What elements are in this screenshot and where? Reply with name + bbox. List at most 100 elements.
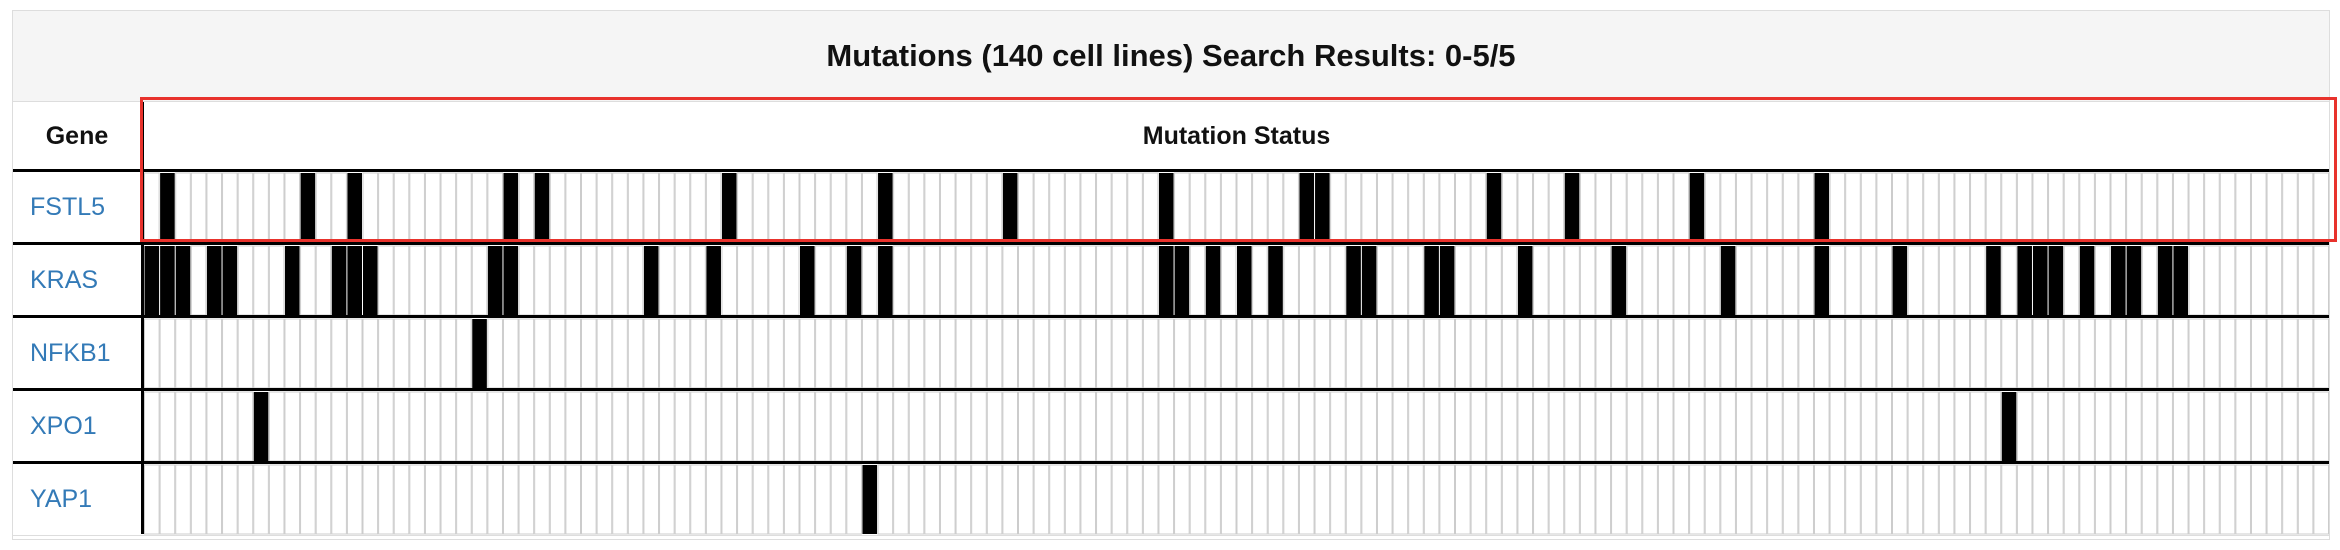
empty-cell [2297,318,2314,389]
empty-cell [2204,172,2220,243]
mutated-cell[interactable] [2079,246,2095,315]
mutated-cell[interactable] [1720,246,1736,315]
gene-link-yap1[interactable]: YAP1 [30,484,93,513]
mutated-cell[interactable] [331,246,347,315]
mutated-cell[interactable] [2157,246,2173,315]
mutated-cell[interactable] [503,246,519,315]
mutated-cell[interactable] [1986,246,2001,315]
empty-cell [1486,318,1502,389]
mutated-cell[interactable] [284,246,300,315]
empty-cell [986,391,1003,462]
empty-cell [1533,245,1549,316]
mutated-cell[interactable] [175,246,191,315]
mutated-cell[interactable] [1268,246,1283,315]
empty-cell [362,172,379,243]
mutated-cell[interactable] [144,246,160,315]
empty-cell [1704,172,1721,243]
mutated-cell[interactable] [2001,392,2017,461]
empty-cell [1314,245,1331,316]
empty-cell [955,318,972,389]
mutated-cell[interactable] [1486,173,1502,242]
mutated-cell[interactable] [1158,246,1174,315]
mutated-cell[interactable] [1361,246,1377,315]
empty-cell [581,245,597,316]
empty-cell [939,391,956,462]
empty-cell [627,391,644,462]
mutated-cell[interactable] [721,173,737,242]
mutated-cell[interactable] [472,319,487,388]
mutated-cell[interactable] [2017,246,2032,315]
mutated-cell[interactable] [347,246,362,315]
mutated-cell[interactable] [1002,173,1018,242]
mutated-cell[interactable] [1205,246,1221,315]
empty-cell [2250,391,2267,462]
mutated-cell[interactable] [706,246,721,315]
mutated-cell[interactable] [1814,173,1830,242]
mutated-cell[interactable] [1439,246,1455,315]
mutated-cell[interactable] [2048,246,2064,315]
empty-cell [144,464,160,535]
mutated-cell[interactable] [534,173,550,242]
mutated-cell[interactable] [2032,246,2048,315]
mutated-cell[interactable] [363,246,378,315]
mutated-cell[interactable] [878,246,893,315]
empty-cell [2016,318,2033,389]
mutated-cell[interactable] [800,246,815,315]
mutated-cell[interactable] [2111,246,2126,315]
empty-cell [1938,172,1955,243]
mutated-cell[interactable] [1892,246,1908,315]
empty-cell [1907,464,1924,535]
mutated-cell[interactable] [2126,246,2142,315]
empty-cell [1923,464,1939,535]
empty-cell [393,172,410,243]
empty-cell [1423,391,1440,462]
empty-cell [1642,391,1658,462]
mutated-cell[interactable] [253,392,269,461]
empty-cell [456,245,472,316]
mutated-cell[interactable] [1346,246,1361,315]
empty-cell [2110,464,2127,535]
mutated-cell[interactable] [206,246,222,315]
mutated-cell[interactable] [503,173,519,242]
mutated-cell[interactable] [1174,246,1190,315]
mutated-cell[interactable] [1814,246,1830,315]
empty-cell [1642,172,1658,243]
mutated-cell[interactable] [222,246,238,315]
mutated-cell[interactable] [2173,246,2189,315]
mutated-cell[interactable] [643,246,659,315]
mutated-cell[interactable] [1611,246,1627,315]
mutated-cell[interactable] [1237,246,1252,315]
empty-cell [2313,391,2329,462]
empty-cell [1689,245,1705,316]
mutated-cell[interactable] [300,173,316,242]
mutated-cell[interactable] [1689,173,1705,242]
empty-cell [518,172,535,243]
empty-cell [2157,391,2173,462]
mutated-cell[interactable] [1299,173,1315,242]
empty-cell [2063,464,2080,535]
empty-cell [1829,318,1846,389]
gene-link-kras[interactable]: KRAS [30,265,99,294]
mutated-cell[interactable] [1424,246,1439,315]
mutated-cell[interactable] [862,465,878,534]
mutated-cell[interactable] [1158,173,1174,242]
gene-link-fstl5[interactable]: FSTL5 [30,192,106,221]
mutated-cell[interactable] [1564,173,1580,242]
empty-cell [1455,172,1471,243]
empty-cell [2016,391,2033,462]
mutated-cell[interactable] [160,246,175,315]
empty-cell [1470,318,1487,389]
empty-cell [2157,464,2173,535]
mutated-cell[interactable] [487,246,503,315]
mutated-cell[interactable] [846,246,862,315]
empty-cell [1751,391,1768,462]
gene-link-xpo1[interactable]: XPO1 [30,411,97,440]
mutated-cell[interactable] [878,173,893,242]
mutated-cell[interactable] [160,173,175,242]
mutated-cell[interactable] [347,173,362,242]
mutated-cell[interactable] [1315,173,1330,242]
mutated-cell[interactable] [1517,246,1533,315]
empty-cell [1892,464,1908,535]
empty-cell [2172,464,2189,535]
gene-link-nfkb1[interactable]: NFKB1 [30,338,111,367]
